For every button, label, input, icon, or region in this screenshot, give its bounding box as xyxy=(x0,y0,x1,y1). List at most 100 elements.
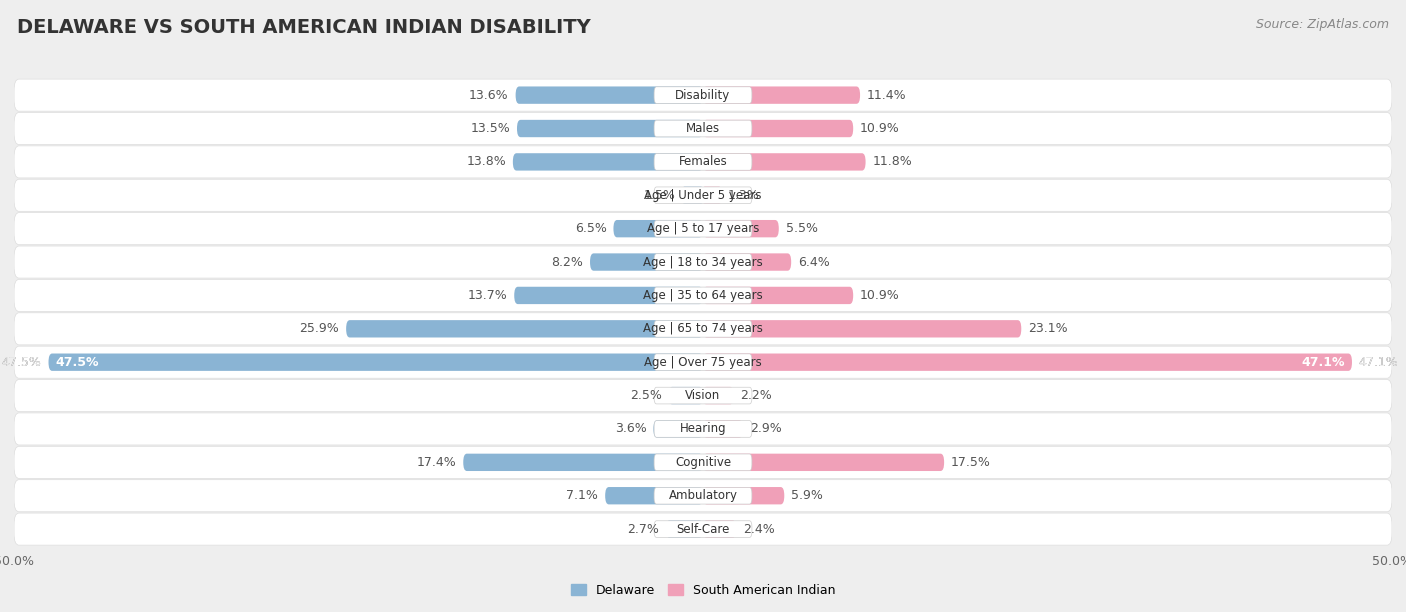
FancyBboxPatch shape xyxy=(14,179,1392,211)
FancyBboxPatch shape xyxy=(14,446,1392,479)
Text: Ambulatory: Ambulatory xyxy=(668,489,738,502)
FancyBboxPatch shape xyxy=(703,320,1021,337)
Text: 11.4%: 11.4% xyxy=(868,89,907,102)
Text: Vision: Vision xyxy=(685,389,721,402)
Text: 5.9%: 5.9% xyxy=(792,489,823,502)
Text: 6.4%: 6.4% xyxy=(799,256,830,269)
Text: Age | 35 to 64 years: Age | 35 to 64 years xyxy=(643,289,763,302)
FancyBboxPatch shape xyxy=(654,420,752,438)
Text: Age | Under 5 years: Age | Under 5 years xyxy=(644,188,762,202)
Text: Hearing: Hearing xyxy=(679,422,727,436)
Text: 2.7%: 2.7% xyxy=(627,523,659,536)
FancyBboxPatch shape xyxy=(703,86,860,104)
FancyBboxPatch shape xyxy=(654,254,752,271)
FancyBboxPatch shape xyxy=(654,420,703,438)
FancyBboxPatch shape xyxy=(346,320,703,337)
Text: 8.2%: 8.2% xyxy=(551,256,583,269)
FancyBboxPatch shape xyxy=(516,86,703,104)
FancyBboxPatch shape xyxy=(14,346,1392,378)
FancyBboxPatch shape xyxy=(703,287,853,304)
Text: 3.6%: 3.6% xyxy=(614,422,647,436)
Text: 25.9%: 25.9% xyxy=(299,323,339,335)
Text: 7.1%: 7.1% xyxy=(567,489,599,502)
Legend: Delaware, South American Indian: Delaware, South American Indian xyxy=(565,579,841,602)
Text: 5.5%: 5.5% xyxy=(786,222,818,235)
Text: Self-Care: Self-Care xyxy=(676,523,730,536)
FancyBboxPatch shape xyxy=(654,187,752,204)
Text: 47.5%: 47.5% xyxy=(1,356,42,368)
FancyBboxPatch shape xyxy=(654,87,752,103)
FancyBboxPatch shape xyxy=(591,253,703,271)
FancyBboxPatch shape xyxy=(513,153,703,171)
FancyBboxPatch shape xyxy=(14,280,1392,312)
FancyBboxPatch shape xyxy=(703,420,742,438)
Text: Females: Females xyxy=(679,155,727,168)
FancyBboxPatch shape xyxy=(703,387,734,405)
FancyBboxPatch shape xyxy=(14,146,1392,178)
Text: Source: ZipAtlas.com: Source: ZipAtlas.com xyxy=(1256,18,1389,31)
FancyBboxPatch shape xyxy=(654,120,752,137)
FancyBboxPatch shape xyxy=(14,513,1392,545)
Text: 13.5%: 13.5% xyxy=(471,122,510,135)
FancyBboxPatch shape xyxy=(654,154,752,170)
FancyBboxPatch shape xyxy=(654,321,752,337)
Text: 1.3%: 1.3% xyxy=(728,188,759,202)
Text: Age | Over 75 years: Age | Over 75 years xyxy=(644,356,762,368)
Text: Age | 18 to 34 years: Age | 18 to 34 years xyxy=(643,256,763,269)
FancyBboxPatch shape xyxy=(48,354,703,371)
Text: 10.9%: 10.9% xyxy=(860,289,900,302)
FancyBboxPatch shape xyxy=(14,79,1392,111)
FancyBboxPatch shape xyxy=(703,220,779,237)
Text: 2.2%: 2.2% xyxy=(740,389,772,402)
Text: 13.8%: 13.8% xyxy=(467,155,506,168)
Text: 2.5%: 2.5% xyxy=(630,389,662,402)
FancyBboxPatch shape xyxy=(669,387,703,405)
FancyBboxPatch shape xyxy=(463,453,703,471)
Text: 17.5%: 17.5% xyxy=(950,456,991,469)
FancyBboxPatch shape xyxy=(682,187,703,204)
Text: Cognitive: Cognitive xyxy=(675,456,731,469)
Text: 1.5%: 1.5% xyxy=(644,188,675,202)
FancyBboxPatch shape xyxy=(703,520,737,538)
FancyBboxPatch shape xyxy=(654,287,752,304)
FancyBboxPatch shape xyxy=(703,120,853,137)
Text: 6.5%: 6.5% xyxy=(575,222,606,235)
FancyBboxPatch shape xyxy=(14,313,1392,345)
FancyBboxPatch shape xyxy=(654,220,752,237)
FancyBboxPatch shape xyxy=(703,354,1353,371)
Text: Age | 65 to 74 years: Age | 65 to 74 years xyxy=(643,323,763,335)
FancyBboxPatch shape xyxy=(654,454,752,471)
FancyBboxPatch shape xyxy=(14,246,1392,278)
Text: 13.7%: 13.7% xyxy=(468,289,508,302)
FancyBboxPatch shape xyxy=(703,253,792,271)
FancyBboxPatch shape xyxy=(703,153,866,171)
FancyBboxPatch shape xyxy=(14,212,1392,245)
FancyBboxPatch shape xyxy=(654,387,752,404)
FancyBboxPatch shape xyxy=(703,187,721,204)
FancyBboxPatch shape xyxy=(654,521,752,537)
Text: 11.8%: 11.8% xyxy=(873,155,912,168)
Text: 47.1%: 47.1% xyxy=(1358,356,1399,368)
FancyBboxPatch shape xyxy=(515,287,703,304)
FancyBboxPatch shape xyxy=(14,113,1392,144)
Text: 47.1%: 47.1% xyxy=(1302,356,1346,368)
FancyBboxPatch shape xyxy=(613,220,703,237)
FancyBboxPatch shape xyxy=(654,354,752,370)
Text: DELAWARE VS SOUTH AMERICAN INDIAN DISABILITY: DELAWARE VS SOUTH AMERICAN INDIAN DISABI… xyxy=(17,18,591,37)
Text: 47.1%: 47.1% xyxy=(1358,356,1399,368)
FancyBboxPatch shape xyxy=(703,487,785,504)
Text: 17.4%: 17.4% xyxy=(416,456,457,469)
FancyBboxPatch shape xyxy=(666,520,703,538)
FancyBboxPatch shape xyxy=(14,480,1392,512)
FancyBboxPatch shape xyxy=(703,453,945,471)
FancyBboxPatch shape xyxy=(14,413,1392,445)
Text: 2.9%: 2.9% xyxy=(749,422,782,436)
Text: 2.4%: 2.4% xyxy=(742,523,775,536)
Text: 13.6%: 13.6% xyxy=(470,89,509,102)
Text: 10.9%: 10.9% xyxy=(860,122,900,135)
FancyBboxPatch shape xyxy=(605,487,703,504)
Text: 23.1%: 23.1% xyxy=(1028,323,1067,335)
FancyBboxPatch shape xyxy=(14,379,1392,412)
Text: Age | 5 to 17 years: Age | 5 to 17 years xyxy=(647,222,759,235)
Text: Males: Males xyxy=(686,122,720,135)
